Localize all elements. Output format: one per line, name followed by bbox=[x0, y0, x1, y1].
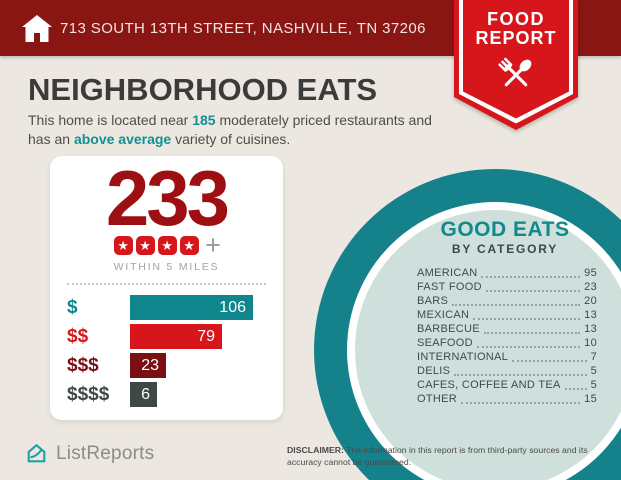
crossed-spoon-fork-icon bbox=[498, 57, 532, 87]
bar-row: $$ 79 bbox=[50, 324, 283, 349]
bar-row: $$$ 23 bbox=[50, 353, 283, 378]
category-name: OTHER bbox=[417, 393, 457, 405]
plus-sign: + bbox=[205, 229, 221, 260]
category-row: FAST FOOD 23 bbox=[417, 282, 597, 293]
bar-label: $ bbox=[67, 297, 78, 318]
intro-text: This home is located near 185 moderately… bbox=[28, 111, 432, 149]
category-count: 20 bbox=[584, 295, 597, 307]
intro-text-segment: has an bbox=[28, 131, 74, 147]
bar-row: $$$$ 6 bbox=[50, 382, 283, 407]
star-icon: ★ bbox=[157, 235, 177, 255]
star-icon: ★ bbox=[179, 235, 199, 255]
dotted-leader bbox=[564, 388, 587, 390]
dotted-leader bbox=[483, 332, 581, 334]
variety-highlight: above average bbox=[73, 131, 172, 147]
category-row: MEXICAN 13 bbox=[417, 310, 597, 321]
dotted-leader bbox=[481, 276, 581, 278]
bar-label: $$$$ bbox=[67, 384, 110, 405]
category-row: AMERICAN 95 bbox=[417, 268, 597, 279]
disclaimer: DISCLAIMER: The information in this repo… bbox=[287, 444, 617, 468]
category-name: CAFES, COFFEE AND TEA bbox=[417, 379, 561, 391]
category-row: CAFES, COFFEE AND TEA 5 bbox=[417, 380, 597, 391]
bar-row: $106 bbox=[50, 295, 283, 320]
good-eats-content: GOOD EATS BY CATEGORY AMERICAN 95 FAST FOO… bbox=[407, 219, 603, 408]
category-count: 13 bbox=[584, 323, 597, 335]
category-name: BARBECUE bbox=[417, 323, 480, 335]
listreports-logo-icon bbox=[27, 444, 46, 463]
dotted-leader bbox=[473, 318, 581, 320]
good-eats-circle bbox=[355, 210, 621, 480]
property-address: 713 SOUTH 13TH STREET, NASHVILLE, TN 372… bbox=[60, 19, 426, 37]
dotted-leader bbox=[512, 360, 587, 362]
category-name: BARS bbox=[417, 295, 449, 307]
dotted-leader bbox=[461, 402, 581, 404]
category-name: SEAFOOD bbox=[417, 337, 473, 349]
page-title: NEIGHBORHOOD EATS bbox=[28, 72, 378, 107]
star-icon: ★ bbox=[135, 235, 155, 255]
intro-text-segment: This home is located near bbox=[28, 112, 193, 128]
category-name: INTERNATIONAL bbox=[417, 351, 509, 363]
category-count: 13 bbox=[584, 309, 597, 321]
good-eats-title: GOOD EATS bbox=[440, 218, 570, 241]
star-rating: ★ ★ ★ ★ + bbox=[50, 229, 283, 260]
restaurant-total-count: 233 bbox=[105, 154, 230, 242]
price-bars: $106 $$ 79 $$$ 23 $$$$ 6 bbox=[50, 295, 283, 411]
category-row: BARBECUE 13 bbox=[417, 324, 597, 335]
category-name: AMERICAN bbox=[417, 267, 478, 279]
badge-ribbon-shape bbox=[454, 0, 578, 130]
category-row: OTHER 15 bbox=[417, 394, 597, 405]
bar-label: $$ bbox=[67, 326, 89, 347]
category-row: INTERNATIONAL 7 bbox=[417, 352, 597, 363]
category-count: 5 bbox=[590, 365, 597, 377]
category-count: 15 bbox=[584, 393, 597, 405]
category-count: 10 bbox=[584, 337, 597, 349]
intro-line-1: This home is located near 185 moderately… bbox=[28, 111, 432, 130]
dotted-leader bbox=[452, 304, 581, 306]
category-count: 23 bbox=[584, 281, 597, 293]
badge-content: FOOD REPORT bbox=[454, 10, 578, 102]
intro-line-2: has an above average variety of cuisines… bbox=[28, 130, 432, 149]
restaurant-stats-card: 233 ★ ★ ★ ★ + WITHIN 5 MILES $106 $$ 79 $$$ 23 $$… bbox=[50, 156, 283, 420]
category-name: FAST FOOD bbox=[417, 281, 482, 293]
dotted-divider bbox=[67, 283, 266, 285]
category-row: DELIS 5 bbox=[417, 366, 597, 377]
disclaimer-label: DISCLAIMER: bbox=[287, 445, 344, 455]
category-row: SEAFOOD 10 bbox=[417, 338, 597, 349]
listreports-brand: ListReports bbox=[24, 441, 154, 466]
bar: 106 bbox=[130, 295, 253, 320]
badge-title-line2: REPORT bbox=[475, 28, 557, 48]
bar-label: $$$ bbox=[67, 355, 99, 376]
good-eats-subtitle: BY CATEGORY bbox=[451, 242, 559, 256]
bar: 79 bbox=[130, 324, 222, 349]
badge-title-line1: FOOD bbox=[487, 9, 545, 29]
category-list: AMERICAN 95 FAST FOOD 23 BARS 20 MEXICAN 13 BARB… bbox=[407, 268, 603, 405]
star-icon: ★ bbox=[113, 235, 133, 255]
category-name: DELIS bbox=[417, 365, 451, 377]
intro-text-segment: variety of cuisines. bbox=[171, 131, 291, 147]
dotted-leader bbox=[485, 290, 581, 292]
home-icon bbox=[22, 15, 52, 42]
disclaimer-text: The information in this report is from t… bbox=[287, 445, 588, 467]
brand-name: ListReports bbox=[56, 442, 155, 464]
category-count: 7 bbox=[590, 351, 597, 363]
category-count: 5 bbox=[590, 379, 597, 391]
bar: 23 bbox=[130, 353, 166, 378]
dotted-leader bbox=[476, 346, 581, 348]
radius-caption: WITHIN 5 MILES bbox=[113, 261, 220, 273]
food-report-badge: FOOD REPORT bbox=[454, 0, 578, 132]
intro-text-segment: moderately priced restaurants and bbox=[215, 112, 432, 128]
restaurant-count-highlight: 185 bbox=[192, 112, 216, 128]
dotted-leader bbox=[454, 374, 587, 376]
category-count: 95 bbox=[584, 267, 597, 279]
bar: 6 bbox=[130, 382, 157, 407]
category-row: BARS 20 bbox=[417, 296, 597, 307]
category-name: MEXICAN bbox=[417, 309, 470, 321]
